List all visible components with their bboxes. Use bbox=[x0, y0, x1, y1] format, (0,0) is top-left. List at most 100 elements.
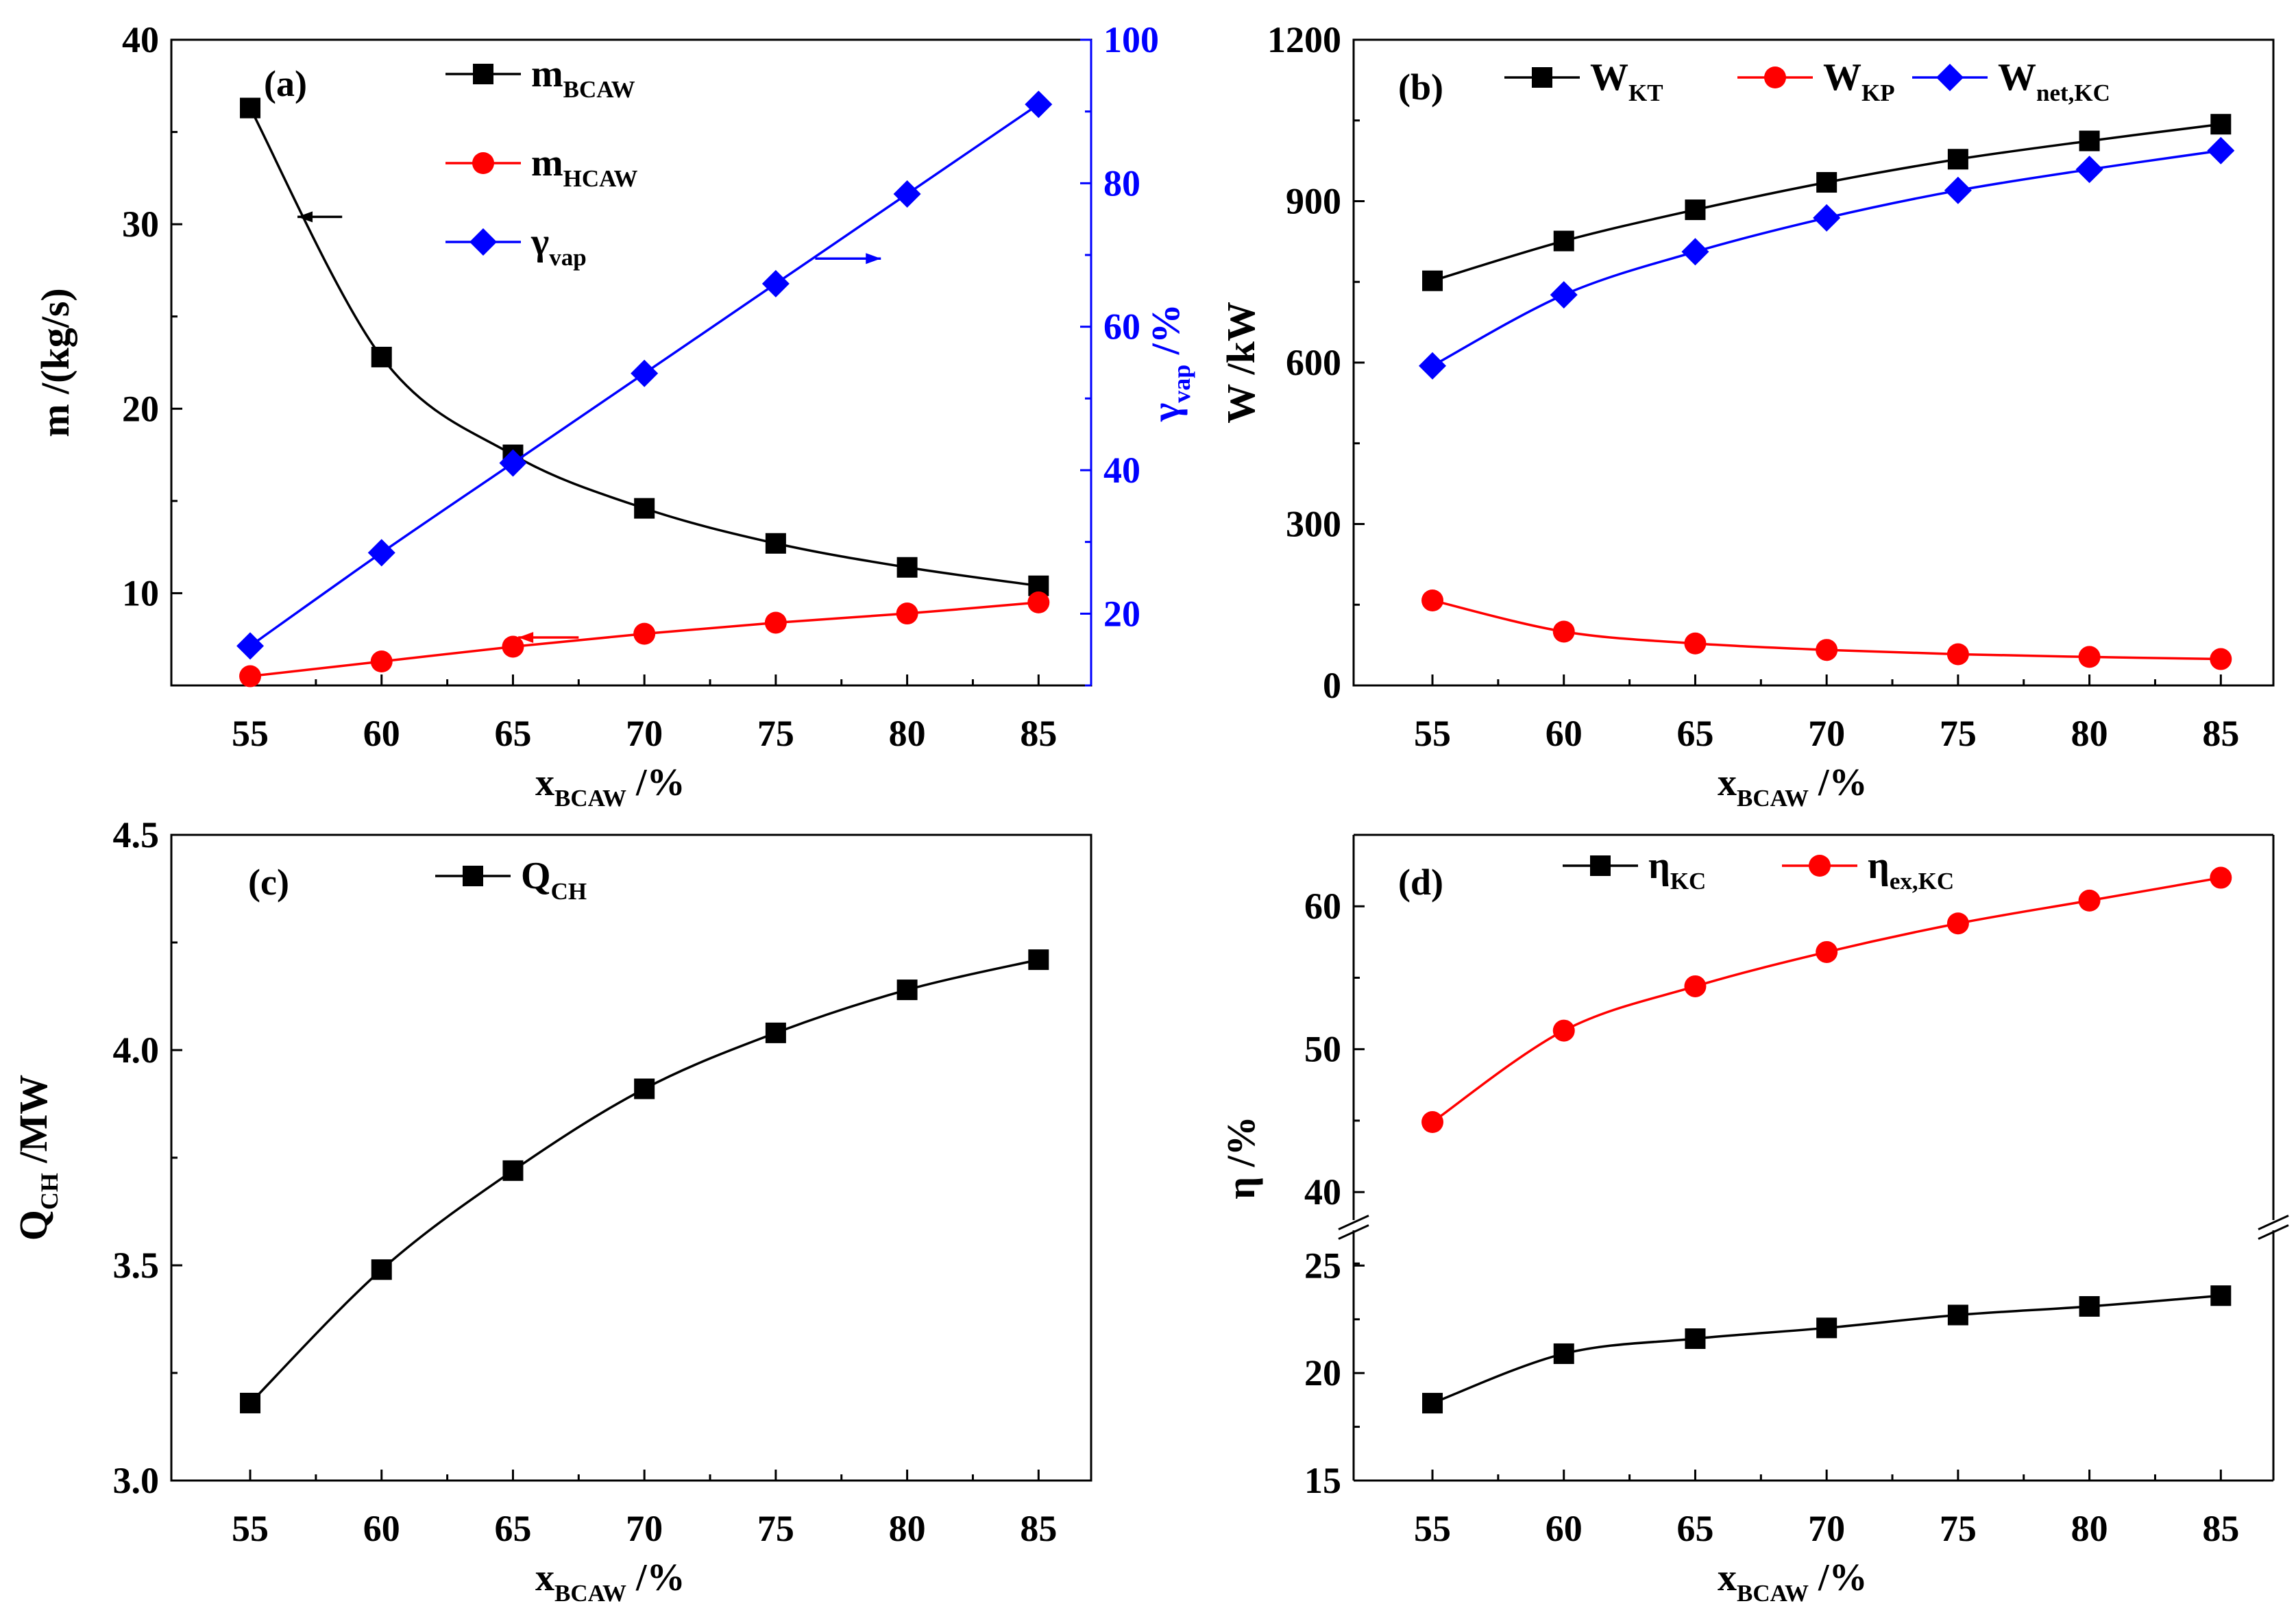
x-tick-label: 75 bbox=[757, 713, 794, 754]
x-tick-label: 80 bbox=[2071, 1508, 2108, 1549]
data-point bbox=[634, 1078, 655, 1099]
data-point bbox=[1550, 281, 1578, 309]
legend-marker bbox=[469, 228, 497, 256]
series-η-KC bbox=[1422, 1285, 2232, 1414]
x-tick-label: 85 bbox=[1020, 713, 1057, 754]
legend-item: γvap bbox=[445, 221, 587, 271]
legend-marker bbox=[472, 152, 494, 174]
x-tick-label: 65 bbox=[494, 713, 531, 754]
axis-break-mark bbox=[1338, 1224, 1369, 1240]
data-point bbox=[1685, 1328, 1706, 1349]
y-axis-title: η /% bbox=[1219, 1116, 1263, 1200]
data-point bbox=[1553, 1343, 1574, 1364]
y2-tick-label: 80 bbox=[1103, 162, 1140, 204]
series-Q-CH bbox=[240, 949, 1049, 1413]
data-point bbox=[633, 622, 656, 645]
x-axis-title: xBCAW /% bbox=[1718, 1557, 1868, 1607]
y-tick-label: 4.5 bbox=[113, 814, 160, 855]
axis-arrow-head bbox=[866, 253, 881, 265]
y2-axis-title: γvap /% bbox=[1143, 304, 1195, 422]
x-tick-label: 60 bbox=[1546, 713, 1583, 754]
legend-label: QCH bbox=[521, 855, 587, 905]
data-point bbox=[239, 665, 262, 687]
data-point bbox=[765, 1022, 786, 1043]
plot-frame bbox=[1352, 38, 2275, 687]
x-tick-label: 85 bbox=[2202, 1508, 2239, 1549]
y-tick-label: 3.0 bbox=[113, 1460, 160, 1501]
x-tick-label: 80 bbox=[2071, 713, 2108, 754]
data-point bbox=[1553, 230, 1574, 252]
series-η-ex,KC bbox=[1421, 866, 2232, 1134]
x-tick-label: 60 bbox=[1546, 1508, 1583, 1549]
data-point bbox=[1685, 199, 1706, 221]
legend-marker bbox=[1764, 66, 1786, 88]
data-point bbox=[1944, 176, 1972, 204]
series-γ-vap bbox=[236, 90, 1053, 660]
data-point bbox=[1684, 975, 1707, 997]
series-W-KT bbox=[1422, 114, 2232, 291]
panel-label: (b) bbox=[1398, 66, 1443, 108]
y-axis-title: W /kW bbox=[1219, 302, 1263, 424]
legend-label: mBCAW bbox=[531, 53, 635, 103]
y-tick-label: 40 bbox=[1304, 1171, 1341, 1213]
data-point bbox=[1813, 204, 1841, 232]
plot-frame bbox=[170, 38, 1092, 687]
y2-tick-label: 40 bbox=[1103, 450, 1140, 491]
data-point bbox=[2078, 889, 2101, 912]
panel-label: (d) bbox=[1398, 862, 1443, 903]
legend-item: WKP bbox=[1737, 56, 1895, 106]
data-point bbox=[1027, 591, 1050, 613]
y-tick-label: 15 bbox=[1304, 1460, 1341, 1501]
legend-item: ηKC bbox=[1563, 844, 1706, 894]
x-tick-label: 55 bbox=[1414, 1508, 1451, 1549]
y-tick-label: 20 bbox=[122, 388, 159, 429]
data-point bbox=[236, 632, 265, 660]
x-tick-label: 70 bbox=[626, 1508, 663, 1549]
y-tick-label: 25 bbox=[1304, 1245, 1341, 1286]
x-tick-label: 75 bbox=[1940, 713, 1977, 754]
y-tick-label: 1200 bbox=[1267, 19, 1341, 60]
legend-item: Wnet,KC bbox=[1912, 56, 2110, 106]
data-point bbox=[1422, 1393, 1443, 1414]
panel-label: (c) bbox=[248, 862, 289, 903]
data-point bbox=[1025, 90, 1053, 119]
y-tick-label: 50 bbox=[1304, 1029, 1341, 1070]
x-axis-title: xBCAW /% bbox=[535, 762, 685, 812]
data-point bbox=[502, 635, 524, 658]
plot-frame bbox=[170, 833, 1092, 1482]
data-point bbox=[2210, 1285, 2232, 1306]
data-point bbox=[370, 650, 393, 673]
panel-c: 55 60 65 70 75 80 85 3.0 3.5 4.0 4.5 xBCAW /% QCH /M… bbox=[11, 814, 1092, 1607]
series-line bbox=[249, 958, 1039, 1404]
x-tick-label: 85 bbox=[1020, 1508, 1057, 1549]
legend-marker bbox=[1590, 855, 1611, 876]
legend-label: ηKC bbox=[1648, 844, 1706, 894]
data-point bbox=[1422, 270, 1443, 291]
legend-label: WKP bbox=[1823, 56, 1895, 106]
data-point bbox=[1816, 172, 1837, 193]
y2-tick-label: 100 bbox=[1103, 19, 1159, 60]
x-axis-title: xBCAW /% bbox=[535, 1557, 685, 1607]
data-point bbox=[2079, 130, 2100, 151]
x-tick-label: 70 bbox=[1808, 1508, 1845, 1549]
panel-label: (a) bbox=[264, 63, 307, 104]
data-point bbox=[2210, 648, 2232, 670]
data-point bbox=[893, 180, 921, 208]
legend-item: WKT bbox=[1504, 56, 1663, 106]
data-point bbox=[1028, 949, 1049, 971]
legend-item: mBCAW bbox=[445, 53, 635, 103]
axis-break-mark bbox=[1338, 1215, 1369, 1230]
data-point bbox=[896, 602, 918, 625]
x-tick-label: 60 bbox=[363, 1508, 400, 1549]
panel-a: 55 60 65 70 75 80 85 10 20 30 40 20 40 60 80 100 xBCAW /… bbox=[33, 19, 1195, 812]
x-tick-label: 70 bbox=[626, 713, 663, 754]
data-point bbox=[2075, 156, 2103, 184]
data-point bbox=[2079, 1295, 2100, 1317]
y-tick-label: 600 bbox=[1286, 342, 1341, 383]
data-point bbox=[1419, 352, 1447, 380]
data-point bbox=[2078, 646, 2101, 668]
data-point bbox=[2207, 136, 2235, 165]
data-point bbox=[1947, 149, 1968, 170]
data-point bbox=[2210, 114, 2232, 135]
data-point bbox=[896, 557, 918, 578]
